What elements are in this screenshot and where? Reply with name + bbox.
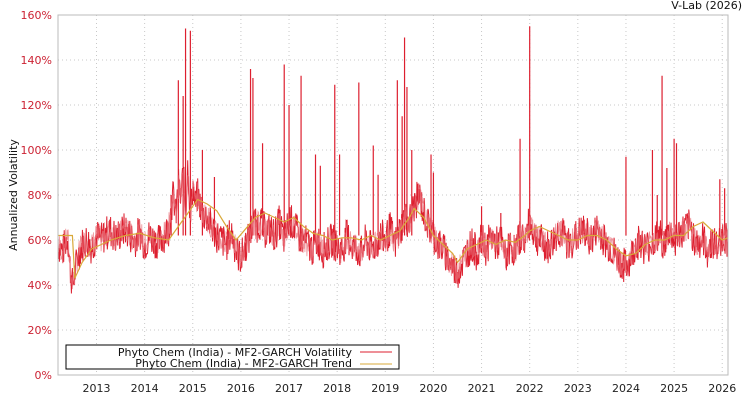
plot-area: [57, 26, 729, 294]
y-tick-label: 100%: [21, 144, 52, 157]
y-tick-label: 20%: [28, 324, 52, 337]
chart-credit: V-Lab (2026): [671, 0, 742, 12]
x-tick-label: 2018: [323, 382, 351, 395]
volatility-noise-line: [57, 168, 729, 290]
legend-label-volatility: Phyto Chem (India) - MF2-GARCH Volatilit…: [118, 346, 353, 359]
x-axis-ticks: 2013 2014 2015 2016 2017 2018 2019 2020 2021 2022…: [83, 382, 737, 395]
x-tick-label: 2017: [275, 382, 303, 395]
y-axis-label: Annualized Volatility: [7, 139, 20, 251]
x-tick-label: 2024: [612, 382, 640, 395]
x-tick-label: 2025: [660, 382, 688, 395]
y-tick-label: 120%: [21, 99, 52, 112]
y-tick-label: 80%: [28, 189, 52, 202]
x-tick-label: 2020: [419, 382, 447, 395]
legend: Phyto Chem (India) - MF2-GARCH Volatilit…: [65, 344, 400, 370]
y-tick-label: 160%: [21, 9, 52, 22]
x-tick-label: 2021: [468, 382, 496, 395]
legend-box: [65, 344, 400, 370]
x-tick-label: 2023: [564, 382, 592, 395]
y-axis-ticks: 0% 20% 40% 60% 80% 100% 120% 140% 160%: [21, 9, 52, 382]
x-tick-label: 2014: [131, 382, 159, 395]
plot-frame: [57, 14, 729, 376]
x-tick-label: 2015: [179, 382, 207, 395]
x-tick-label: 2019: [371, 382, 399, 395]
trend-line: [58, 198, 729, 279]
y-tick-label: 140%: [21, 54, 52, 67]
x-tick-label: 2016: [227, 382, 255, 395]
legend-label-trend: Phyto Chem (India) - MF2-GARCH Trend: [135, 357, 352, 370]
y-tick-label: 40%: [28, 279, 52, 292]
y-tick-label: 60%: [28, 234, 52, 247]
x-tick-label: 2022: [516, 382, 544, 395]
x-tick-label: 2013: [83, 382, 111, 395]
y-tick-label: 0%: [35, 369, 52, 382]
x-tick-label: 2026: [708, 382, 736, 395]
